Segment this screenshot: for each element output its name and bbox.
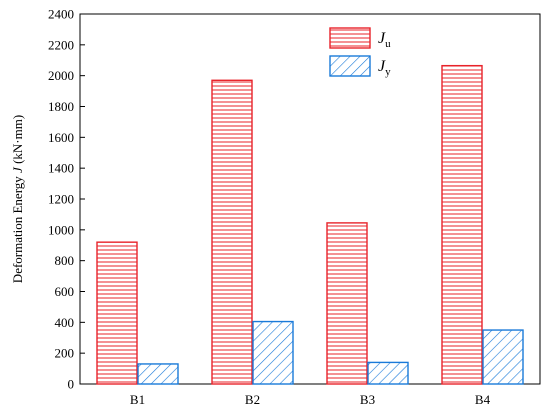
bar-jy-b3 xyxy=(367,361,409,385)
legend-label-jy: Jy xyxy=(378,58,391,78)
y-tick-label: 1000 xyxy=(48,222,74,237)
y-tick-label: 600 xyxy=(55,284,75,299)
legend: Ju Jy xyxy=(329,27,391,78)
bar-ju-b4 xyxy=(441,64,483,385)
bar-ju-b1 xyxy=(96,241,138,385)
x-tick-label: B2 xyxy=(245,392,260,407)
bar-jy-b4 xyxy=(482,329,524,385)
y-axis-title: Deformation Energy J (kN·mm) xyxy=(10,115,25,283)
legend-label-ju: Ju xyxy=(378,30,391,50)
y-axis-title-main: Deformation Energy xyxy=(10,173,25,283)
y-tick-label: 1200 xyxy=(48,192,74,207)
y-tick-label: 2200 xyxy=(48,37,74,52)
x-axis: B1 B2 B3 B4 xyxy=(130,379,491,407)
y-tick-label: 1400 xyxy=(48,161,74,176)
y-tick-label: 800 xyxy=(55,253,75,268)
bars xyxy=(96,64,524,385)
bar-ju-b3 xyxy=(326,222,368,385)
y-tick-label: 1600 xyxy=(48,130,74,145)
bar-ju-b2 xyxy=(211,79,253,385)
legend-swatch-ju xyxy=(329,27,371,49)
bar-jy-b2 xyxy=(252,320,294,385)
y-axis-title-symbol: J xyxy=(10,166,25,173)
y-tick-label: 200 xyxy=(55,346,75,361)
legend-swatch-jy xyxy=(329,55,371,77)
x-tick-label: B3 xyxy=(360,392,375,407)
y-tick-label: 2000 xyxy=(48,68,74,83)
x-tick-label: B1 xyxy=(130,392,145,407)
x-tick-label: B4 xyxy=(475,392,491,407)
y-axis-title-unit: (kN·mm) xyxy=(10,115,25,167)
y-tick-label: 400 xyxy=(55,315,75,330)
y-tick-label: 1800 xyxy=(48,99,74,114)
y-tick-label: 2400 xyxy=(48,7,74,22)
y-tick-label: 0 xyxy=(68,377,75,392)
y-axis: 0 200 400 600 800 1000 1200 1400 1600 1800 2000 220… xyxy=(48,7,85,392)
bar-jy-b1 xyxy=(137,363,179,385)
